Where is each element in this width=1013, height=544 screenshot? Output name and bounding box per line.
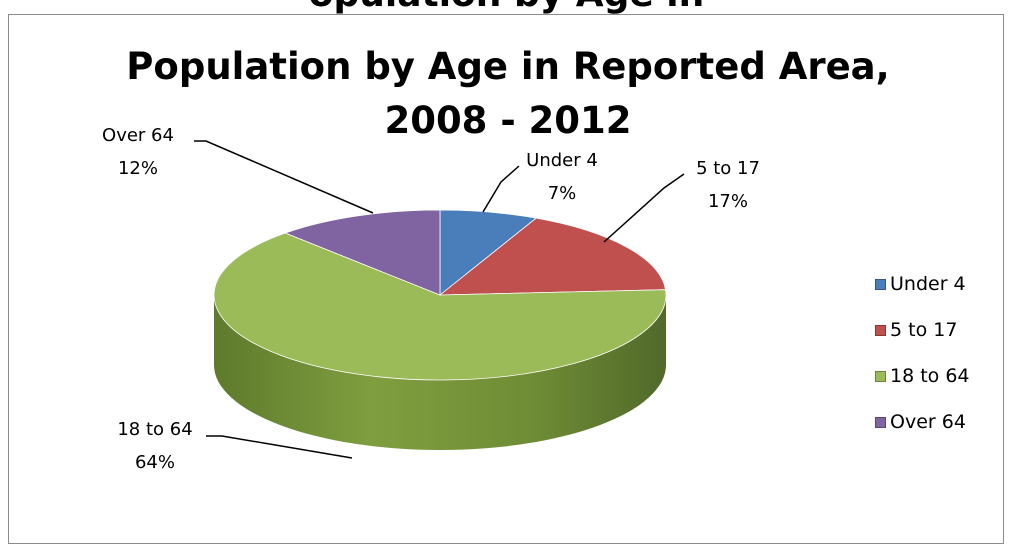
pie-side-18-to-64 bbox=[214, 295, 666, 450]
data-label-category: Under 4 bbox=[526, 150, 598, 171]
pie-slice-over-64 bbox=[284, 209, 441, 296]
legend-label: 18 to 64 bbox=[890, 365, 970, 387]
legend-item: 18 to 64 bbox=[875, 353, 970, 399]
data-label-category: Over 64 bbox=[102, 125, 174, 146]
pie-slice-5-to-17 bbox=[438, 217, 667, 296]
legend-swatch bbox=[875, 370, 886, 382]
legend-swatch bbox=[875, 324, 886, 336]
legend-item: Under 4 bbox=[875, 261, 970, 307]
pie-slice-18-to-64 bbox=[213, 232, 667, 381]
leader-line bbox=[206, 435, 353, 459]
clipped-previous-title: opulation by Age in bbox=[0, 0, 1013, 15]
data-label-value: 7% bbox=[548, 183, 577, 204]
legend-swatch bbox=[875, 278, 886, 290]
legend-label: Under 4 bbox=[890, 273, 966, 295]
legend: Under 4 5 to 17 18 to 64 Over 64 bbox=[875, 261, 970, 445]
legend-item: 5 to 17 bbox=[875, 307, 970, 353]
legend-label: 5 to 17 bbox=[890, 319, 958, 341]
leader-line bbox=[482, 165, 520, 213]
chart-subtitle: 2008 - 2012 bbox=[384, 99, 632, 142]
pie-chart: Under 4 7% 5 to 17 17% 18 to 64 64% Over 64 12% bbox=[102, 125, 760, 473]
legend-swatch bbox=[875, 416, 886, 428]
leader-line bbox=[194, 140, 374, 214]
data-label-value: 12% bbox=[118, 158, 158, 179]
data-label-value: 17% bbox=[708, 191, 748, 212]
leader-line bbox=[603, 173, 685, 243]
data-label-category: 18 to 64 bbox=[117, 419, 192, 440]
legend-item: Over 64 bbox=[875, 399, 970, 445]
data-label-category: 5 to 17 bbox=[696, 158, 760, 179]
chart-title: Population by Age in Reported Area, bbox=[126, 45, 890, 88]
legend-label: Over 64 bbox=[890, 411, 966, 433]
data-label-value: 64% bbox=[135, 452, 175, 473]
